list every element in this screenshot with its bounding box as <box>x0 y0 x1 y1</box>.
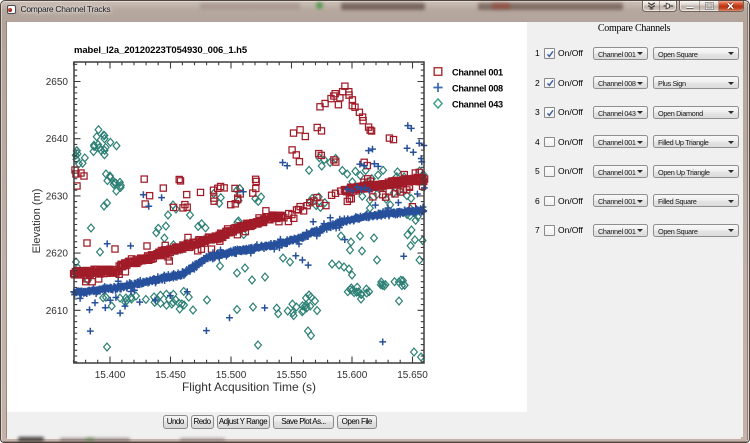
svg-text:2640: 2640 <box>46 134 69 145</box>
svg-text:2610: 2610 <box>46 306 69 317</box>
svg-text:2620: 2620 <box>46 249 69 260</box>
svg-text:2630: 2630 <box>46 191 69 202</box>
svg-text:15.650: 15.650 <box>397 370 428 381</box>
svg-text:15.400: 15.400 <box>95 370 126 381</box>
svg-text:Channel 043: Channel 043 <box>452 100 503 110</box>
svg-text:mabel_l2a_20120223T054930_006_: mabel_l2a_20120223T054930_006_1.h5 <box>74 45 248 56</box>
svg-text:15.500: 15.500 <box>216 370 247 381</box>
svg-text:15.600: 15.600 <box>337 370 368 381</box>
svg-text:15.450: 15.450 <box>155 370 186 381</box>
svg-text:Channel 001: Channel 001 <box>452 68 503 78</box>
svg-text:15.550: 15.550 <box>276 370 307 381</box>
svg-text:Channel 008: Channel 008 <box>452 84 503 94</box>
svg-text:Flight Acqusition Time (s): Flight Acqusition Time (s) <box>182 380 316 394</box>
svg-text:Elevation (m): Elevation (m) <box>31 189 43 254</box>
svg-text:2650: 2650 <box>46 77 69 88</box>
